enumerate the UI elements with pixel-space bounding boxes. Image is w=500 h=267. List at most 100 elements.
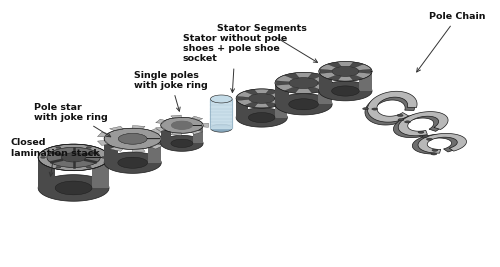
Polygon shape: [319, 81, 372, 101]
Polygon shape: [236, 108, 288, 127]
Polygon shape: [171, 132, 181, 135]
Polygon shape: [193, 125, 203, 143]
Polygon shape: [161, 125, 171, 143]
Ellipse shape: [56, 147, 61, 148]
Ellipse shape: [431, 153, 437, 155]
Polygon shape: [132, 125, 145, 129]
Polygon shape: [360, 71, 372, 91]
Ellipse shape: [86, 147, 92, 148]
Polygon shape: [350, 62, 363, 68]
Polygon shape: [161, 117, 203, 133]
Polygon shape: [156, 127, 166, 131]
Polygon shape: [191, 116, 202, 120]
Text: Single poles
with joke ring: Single poles with joke ring: [134, 71, 208, 111]
Polygon shape: [320, 69, 332, 73]
Ellipse shape: [420, 135, 426, 138]
Ellipse shape: [418, 131, 424, 133]
Polygon shape: [319, 71, 332, 91]
Polygon shape: [110, 126, 124, 131]
Polygon shape: [328, 75, 342, 81]
Polygon shape: [274, 96, 286, 100]
Polygon shape: [92, 158, 109, 188]
Ellipse shape: [398, 119, 404, 121]
Text: Pole Chain: Pole Chain: [416, 12, 486, 72]
Polygon shape: [55, 181, 92, 195]
Polygon shape: [244, 89, 258, 95]
Ellipse shape: [40, 156, 46, 158]
Polygon shape: [171, 115, 181, 118]
Polygon shape: [319, 61, 372, 81]
Polygon shape: [104, 152, 161, 173]
Ellipse shape: [56, 166, 61, 168]
Polygon shape: [171, 139, 193, 147]
Ellipse shape: [372, 108, 378, 110]
Polygon shape: [172, 121, 192, 129]
Polygon shape: [210, 95, 232, 103]
Polygon shape: [47, 147, 100, 167]
Polygon shape: [266, 102, 278, 107]
Ellipse shape: [426, 138, 432, 140]
Polygon shape: [332, 66, 358, 76]
Polygon shape: [156, 119, 166, 123]
Polygon shape: [38, 144, 109, 171]
Polygon shape: [394, 113, 443, 138]
Polygon shape: [308, 73, 322, 79]
Polygon shape: [318, 81, 331, 85]
Polygon shape: [359, 69, 371, 73]
Polygon shape: [210, 99, 232, 128]
Polygon shape: [61, 153, 86, 162]
Polygon shape: [38, 158, 55, 188]
Polygon shape: [236, 89, 288, 108]
Polygon shape: [308, 87, 322, 93]
Polygon shape: [104, 128, 161, 150]
Polygon shape: [275, 83, 288, 104]
Text: Closed
lamination stack: Closed lamination stack: [10, 138, 100, 176]
Polygon shape: [290, 78, 318, 88]
Text: Stator Segments: Stator Segments: [217, 24, 318, 62]
Ellipse shape: [102, 156, 106, 158]
Polygon shape: [161, 135, 203, 151]
Polygon shape: [275, 72, 332, 94]
Polygon shape: [210, 124, 232, 132]
Polygon shape: [38, 175, 109, 201]
Polygon shape: [150, 144, 164, 149]
Ellipse shape: [422, 135, 428, 138]
Polygon shape: [249, 94, 274, 103]
Polygon shape: [118, 157, 148, 168]
Polygon shape: [350, 75, 363, 81]
Polygon shape: [275, 94, 332, 115]
Polygon shape: [365, 94, 414, 125]
Polygon shape: [236, 99, 248, 117]
Polygon shape: [244, 102, 258, 107]
Polygon shape: [288, 99, 318, 110]
Polygon shape: [150, 129, 164, 134]
Polygon shape: [284, 73, 299, 79]
Polygon shape: [318, 83, 332, 104]
Polygon shape: [412, 134, 461, 154]
Polygon shape: [237, 96, 248, 100]
Polygon shape: [332, 86, 359, 96]
Polygon shape: [266, 89, 278, 95]
Polygon shape: [118, 134, 147, 144]
Ellipse shape: [432, 149, 438, 151]
Polygon shape: [98, 140, 108, 146]
Polygon shape: [202, 123, 208, 127]
Polygon shape: [398, 112, 448, 136]
Polygon shape: [328, 62, 342, 68]
Polygon shape: [248, 113, 275, 123]
Ellipse shape: [362, 108, 368, 110]
Polygon shape: [418, 134, 467, 153]
Polygon shape: [132, 148, 145, 152]
Polygon shape: [160, 136, 168, 141]
Polygon shape: [110, 147, 124, 151]
Polygon shape: [148, 139, 161, 163]
Ellipse shape: [404, 121, 410, 123]
Polygon shape: [98, 132, 108, 137]
Text: Pole star
with joke ring: Pole star with joke ring: [34, 103, 110, 137]
Polygon shape: [104, 139, 118, 163]
Text: Stator without pole
shoes + pole shoe
socket: Stator without pole shoes + pole shoe so…: [183, 34, 287, 92]
Ellipse shape: [397, 114, 403, 116]
Polygon shape: [284, 87, 299, 93]
Polygon shape: [276, 81, 289, 85]
Polygon shape: [191, 130, 202, 134]
